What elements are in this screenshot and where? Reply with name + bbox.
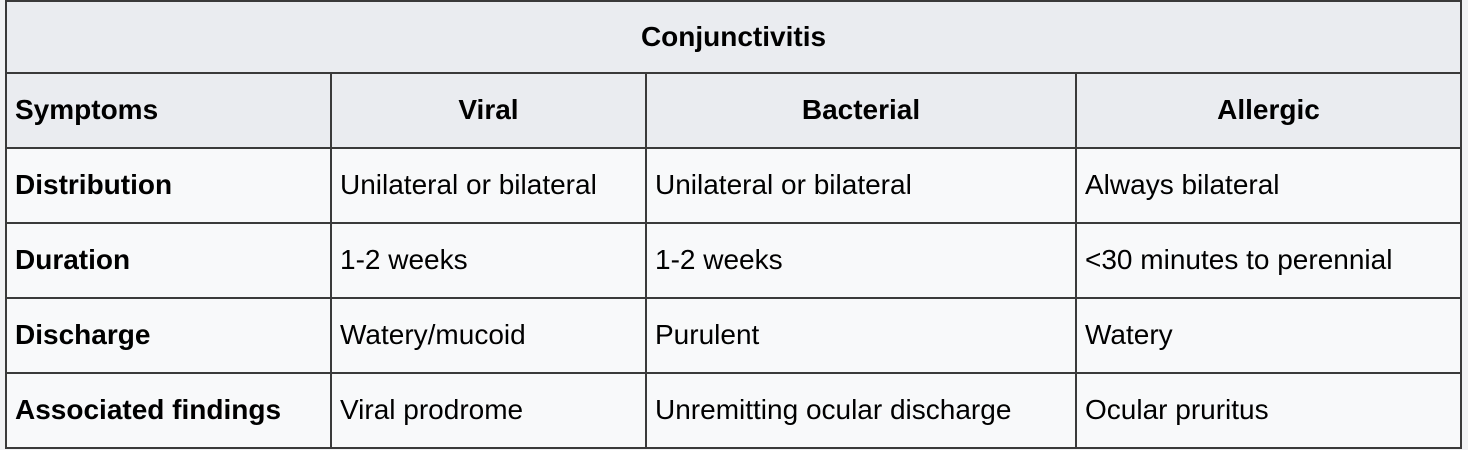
cell-bacterial: Unilateral or bilateral (645, 147, 1077, 224)
cell-viral: Watery/mucoid (330, 297, 647, 374)
header-viral: Viral (330, 72, 647, 149)
row-label: Duration (5, 222, 332, 299)
cell-bacterial: Unremitting ocular discharge (645, 372, 1077, 449)
table-row: Discharge Watery/mucoid Purulent Watery (5, 297, 1462, 374)
conjunctivitis-table: Conjunctivitis Symptoms Viral Bacterial … (5, 0, 1462, 449)
cell-allergic: <30 minutes to perennial (1075, 222, 1462, 299)
table-title-row: Conjunctivitis (5, 0, 1462, 74)
cell-viral: 1-2 weeks (330, 222, 647, 299)
cell-viral: Unilateral or bilateral (330, 147, 647, 224)
table-header-row: Symptoms Viral Bacterial Allergic (5, 72, 1462, 149)
table-row: Associated findings Viral prodrome Unrem… (5, 372, 1462, 449)
table-title: Conjunctivitis (5, 0, 1462, 74)
cell-bacterial: 1-2 weeks (645, 222, 1077, 299)
row-label: Distribution (5, 147, 332, 224)
cell-bacterial: Purulent (645, 297, 1077, 374)
cell-viral: Viral prodrome (330, 372, 647, 449)
header-bacterial: Bacterial (645, 72, 1077, 149)
cell-allergic: Always bilateral (1075, 147, 1462, 224)
header-symptoms: Symptoms (5, 72, 332, 149)
cell-allergic: Ocular pruritus (1075, 372, 1462, 449)
row-label: Associated findings (5, 372, 332, 449)
table-row: Distribution Unilateral or bilateral Uni… (5, 147, 1462, 224)
header-allergic: Allergic (1075, 72, 1462, 149)
row-label: Discharge (5, 297, 332, 374)
table-row: Duration 1-2 weeks 1-2 weeks <30 minutes… (5, 222, 1462, 299)
cell-allergic: Watery (1075, 297, 1462, 374)
